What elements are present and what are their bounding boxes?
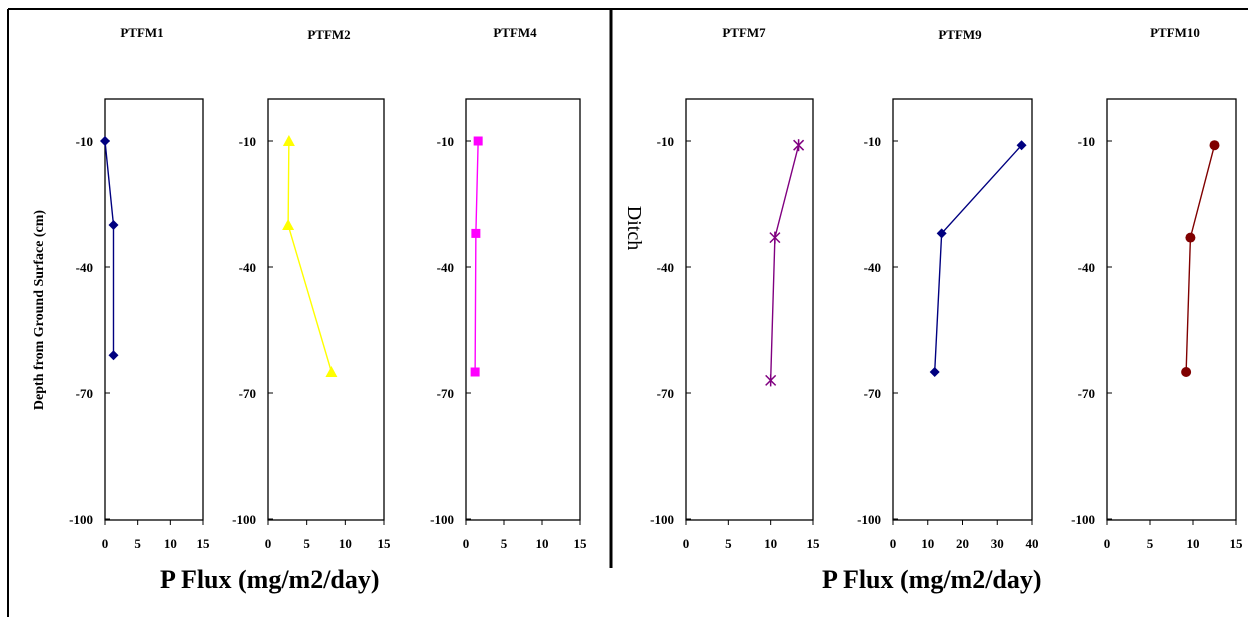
x-tick-label: 5	[1147, 536, 1154, 551]
x-tick-label: 15	[1230, 536, 1244, 551]
y-tick-label: -40	[239, 260, 256, 275]
x-tick-label: 5	[303, 536, 310, 551]
y-tick-label: -10	[1078, 134, 1095, 149]
y-tick-label: -100	[69, 512, 93, 527]
x-tick-label: 0	[102, 536, 109, 551]
y-tick-label: -70	[1078, 386, 1095, 401]
data-point	[1185, 232, 1196, 243]
plot-area	[465, 98, 581, 521]
plot-area	[685, 98, 814, 521]
x-tick-label: 5	[134, 536, 141, 551]
panel-title: PTFM10	[1150, 25, 1200, 40]
x-tick-label: 15	[378, 536, 392, 551]
y-tick-label: -10	[239, 134, 256, 149]
series-line	[934, 144, 1023, 373]
panel-title: PTFM9	[938, 27, 982, 42]
ditch-label: Ditch	[623, 206, 645, 250]
x-tick-label: 0	[683, 536, 690, 551]
y-axis-label: Depth from Ground Surface (cm)	[32, 210, 47, 410]
x-tick-label: 10	[339, 536, 352, 551]
x-tick-label: 10	[164, 536, 177, 551]
data-point	[936, 228, 947, 239]
y-tick-label: -10	[657, 134, 674, 149]
data-point	[325, 366, 338, 377]
x-tick-label: 20	[956, 536, 969, 551]
y-tick-label: -100	[430, 512, 454, 527]
data-point	[769, 231, 781, 244]
x-tick-label: 40	[1026, 536, 1039, 551]
panel-ptfm7: PTFM7 -10 -40 -70 -100 0 5 10 15	[650, 25, 820, 551]
panel-title: PTFM1	[120, 25, 163, 40]
x-tick-label: 15	[574, 536, 588, 551]
y-tick-label: -40	[76, 260, 93, 275]
panel-title: PTFM7	[722, 25, 766, 40]
data-point	[929, 367, 940, 377]
y-tick-label: -10	[437, 134, 454, 149]
panel-title: PTFM4	[493, 25, 537, 40]
data-point	[1181, 367, 1192, 377]
plot-area	[104, 98, 204, 521]
y-tick-label: -100	[1071, 512, 1095, 527]
panel-ptfm2: PTFM2 -10 -40 -70 -100 0 5 10 15	[232, 27, 391, 551]
y-tick-label: -70	[657, 386, 674, 401]
x-tick-label: 0	[890, 536, 897, 551]
x-tick-label: 0	[463, 536, 470, 551]
x-tick-label: 5	[725, 536, 732, 551]
data-point	[765, 374, 777, 387]
series-line	[287, 140, 333, 373]
y-tick-label: -10	[864, 134, 881, 149]
data-point	[282, 135, 295, 146]
y-tick-label: -70	[864, 386, 881, 401]
data-point	[1209, 140, 1220, 151]
y-tick-label: -10	[76, 134, 93, 149]
y-tick-label: -70	[239, 386, 256, 401]
x-tick-label: 0	[1104, 536, 1111, 551]
y-tick-label: -40	[657, 260, 674, 275]
y-tick-label: -70	[76, 386, 93, 401]
x-tick-label: 5	[501, 536, 508, 551]
figure-frame	[7, 8, 1248, 617]
panel-ptfm10: PTFM10 -10 -40 -70 -100 0 5 10 15	[1071, 25, 1243, 551]
panel-ptfm1: PTFM1 -10 -40 -70 -100 0 5 10 15	[69, 25, 210, 551]
x-tick-label: 15	[197, 536, 211, 551]
series-line	[1185, 145, 1216, 373]
panel-ptfm9: PTFM9 -10 -40 -70 -100 0 10 20 30 40	[857, 27, 1038, 551]
y-tick-label: -100	[650, 512, 674, 527]
x-axis-label-left: P Flux (mg/m2/day)	[160, 565, 380, 594]
x-tick-label: 30	[991, 536, 1004, 551]
plot-area	[1106, 98, 1237, 521]
series-line	[104, 140, 115, 356]
data-point	[108, 220, 119, 230]
y-tick-label: -70	[437, 386, 454, 401]
data-point	[473, 136, 483, 146]
x-tick-label: 10	[1187, 536, 1200, 551]
data-point	[108, 350, 119, 361]
plot-area	[892, 98, 1033, 521]
y-tick-label: -40	[1078, 260, 1095, 275]
data-point	[470, 367, 480, 377]
x-tick-label: 10	[764, 536, 777, 551]
y-tick-label: -40	[437, 260, 454, 275]
y-tick-label: -40	[864, 260, 881, 275]
data-point	[100, 136, 110, 146]
x-tick-label: 10	[536, 536, 549, 551]
data-point	[793, 139, 805, 152]
x-tick-label: 15	[807, 536, 821, 551]
data-point	[1016, 140, 1027, 151]
series-line	[474, 140, 479, 373]
panel-ptfm4: PTFM4 -10 -40 -70 -100 0 5 10 15	[430, 25, 587, 551]
x-tick-label: 0	[265, 536, 272, 551]
data-point	[282, 219, 295, 230]
data-point	[471, 228, 481, 238]
x-axis-label-right: P Flux (mg/m2/day)	[822, 565, 1042, 594]
y-tick-label: -100	[232, 512, 256, 527]
series-line	[769, 145, 800, 381]
panel-title: PTFM2	[307, 27, 350, 42]
plot-area	[267, 98, 385, 521]
x-tick-label: 10	[921, 536, 934, 551]
y-tick-label: -100	[857, 512, 881, 527]
